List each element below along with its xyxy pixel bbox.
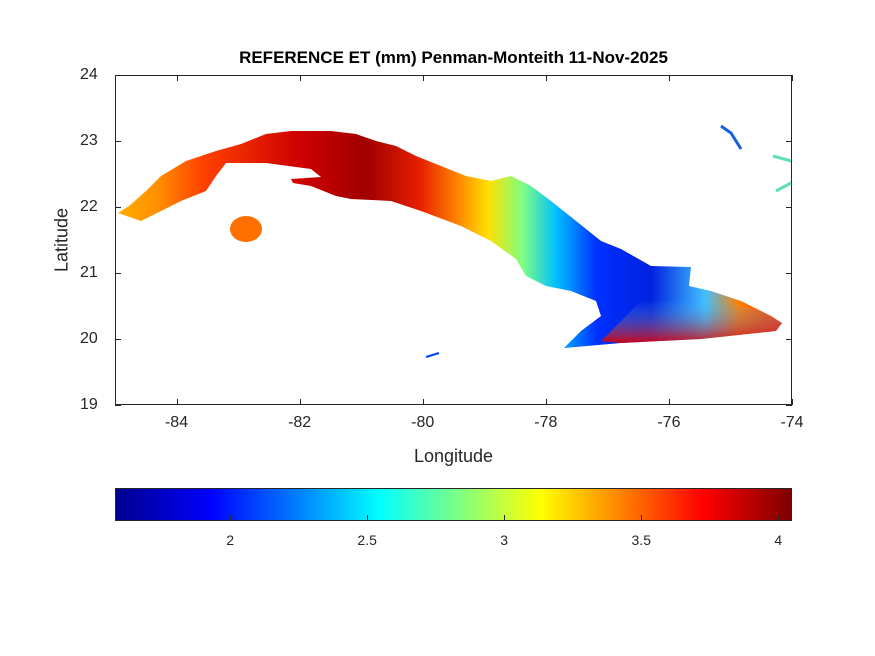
colorbar-tick-mark bbox=[778, 515, 780, 520]
y-tick-mark bbox=[786, 75, 792, 76]
x-tick-label: -74 bbox=[780, 414, 804, 431]
cuba-main-island bbox=[118, 131, 782, 348]
y-tick-mark bbox=[115, 339, 121, 340]
x-tick-label: -76 bbox=[657, 414, 681, 431]
x-tick-mark bbox=[299, 399, 301, 405]
y-tick-mark bbox=[786, 405, 792, 406]
y-tick-mark bbox=[786, 273, 792, 274]
colorbar bbox=[115, 488, 792, 521]
y-tick-mark bbox=[115, 75, 121, 76]
x-tick-mark bbox=[422, 399, 424, 405]
x-tick-mark bbox=[422, 75, 424, 81]
map-axes bbox=[115, 75, 792, 405]
x-axis-label: Longitude bbox=[413, 446, 494, 466]
small-cay bbox=[720, 124, 743, 150]
colorbar-tick-label: 4 bbox=[774, 532, 783, 548]
x-tick-label: -80 bbox=[411, 414, 435, 431]
small-cay bbox=[425, 352, 440, 358]
y-tick-label: 22 bbox=[80, 198, 98, 215]
x-tick-mark bbox=[792, 399, 793, 405]
y-tick-label: 19 bbox=[80, 396, 98, 413]
y-tick-mark bbox=[786, 141, 792, 142]
colorbar-tick-label: 3 bbox=[500, 532, 509, 548]
colorbar-tick-mark bbox=[641, 515, 643, 520]
x-tick-mark bbox=[176, 75, 178, 81]
y-tick-label: 23 bbox=[80, 132, 98, 149]
colorbar-tick-mark bbox=[230, 515, 232, 520]
x-tick-mark bbox=[545, 75, 547, 81]
x-tick-mark bbox=[545, 399, 547, 405]
y-tick-mark bbox=[786, 339, 792, 340]
x-tick-mark bbox=[668, 399, 670, 405]
chart-title: REFERENCE ET (mm) Penman-Monteith 11-Nov… bbox=[239, 48, 668, 67]
y-tick-label: 20 bbox=[80, 330, 98, 347]
y-axis-label: Latitude bbox=[51, 207, 72, 273]
y-tick-label: 21 bbox=[80, 264, 98, 281]
y-tick-mark bbox=[786, 207, 792, 208]
x-tick-label: -82 bbox=[288, 414, 312, 431]
et-map bbox=[118, 124, 792, 358]
y-tick-mark bbox=[115, 141, 121, 142]
southeast-high-et-area bbox=[601, 299, 782, 343]
x-tick-label: -78 bbox=[534, 414, 558, 431]
y-tick-mark bbox=[115, 405, 121, 406]
colorbar-tick-mark bbox=[504, 515, 506, 520]
y-tick-label: 24 bbox=[80, 66, 98, 83]
y-tick-mark bbox=[115, 207, 121, 208]
x-tick-mark bbox=[299, 75, 301, 81]
small-cay bbox=[772, 154, 792, 193]
x-tick-label: -84 bbox=[164, 414, 189, 431]
isla-de-la-juventud bbox=[230, 216, 262, 242]
colorbar-tick-mark bbox=[367, 515, 369, 520]
colorbar-tick-label: 3.5 bbox=[631, 532, 651, 548]
colorbar-tick-label: 2 bbox=[226, 532, 235, 548]
y-tick-mark bbox=[115, 273, 121, 274]
x-tick-mark bbox=[792, 75, 793, 81]
x-tick-mark bbox=[668, 75, 670, 81]
x-tick-mark bbox=[176, 399, 178, 405]
colorbar-tick-label: 2.5 bbox=[357, 532, 377, 548]
